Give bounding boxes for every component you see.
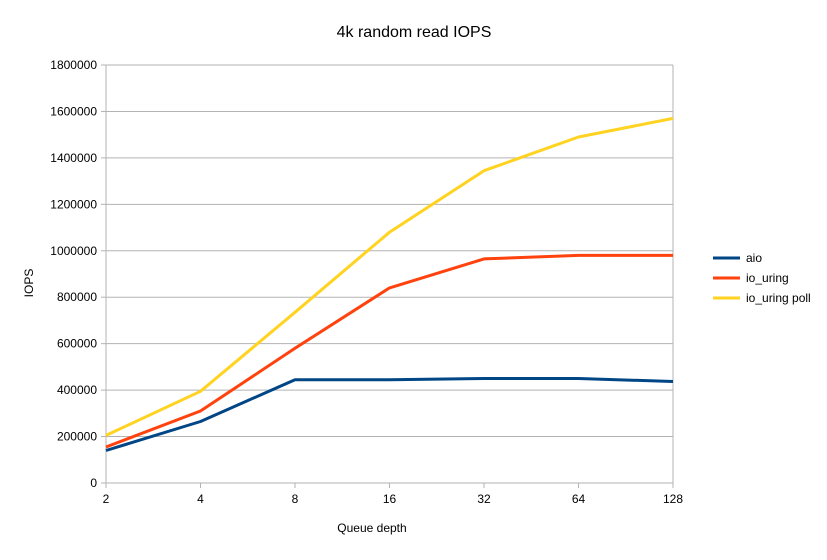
chart-title: 4k random read IOPS	[337, 24, 492, 41]
x-tick-label: 8	[292, 492, 299, 506]
y-tick-label: 800000	[57, 290, 97, 304]
y-tick-label: 1800000	[50, 58, 97, 72]
y-tick-label: 200000	[57, 430, 97, 444]
legend: aio io_uring io_uring poll	[713, 251, 811, 305]
legend-label: io_uring poll	[746, 291, 811, 305]
x-tick-label: 16	[383, 492, 397, 506]
y-axis-title: IOPS	[22, 269, 36, 298]
y-tick-label: 1600000	[50, 104, 97, 118]
y-tick-label: 1400000	[50, 151, 97, 165]
y-tick-label: 1200000	[50, 197, 97, 211]
x-tick-label: 4	[197, 492, 204, 506]
axes: 0 200000 400000 600000 800000 1000000 1200000 1…	[50, 58, 683, 506]
x-tick-label: 2	[103, 492, 110, 506]
y-tick-label: 400000	[57, 383, 97, 397]
y-tick-label: 600000	[57, 337, 97, 351]
series-lines	[105, 116, 674, 452]
x-tick-label: 64	[572, 492, 586, 506]
series-line-aio	[105, 377, 674, 452]
series-line-io-uring-poll	[105, 116, 674, 437]
x-tick-label: 32	[477, 492, 491, 506]
legend-label: io_uring	[746, 271, 789, 285]
y-tick-label: 1000000	[50, 244, 97, 258]
legend-label: aio	[746, 251, 762, 265]
x-axis-title: Queue depth	[337, 521, 406, 535]
x-tick-label: 128	[663, 492, 683, 506]
series-line-io-uring	[105, 253, 673, 449]
y-tick-label: 0	[90, 476, 97, 490]
